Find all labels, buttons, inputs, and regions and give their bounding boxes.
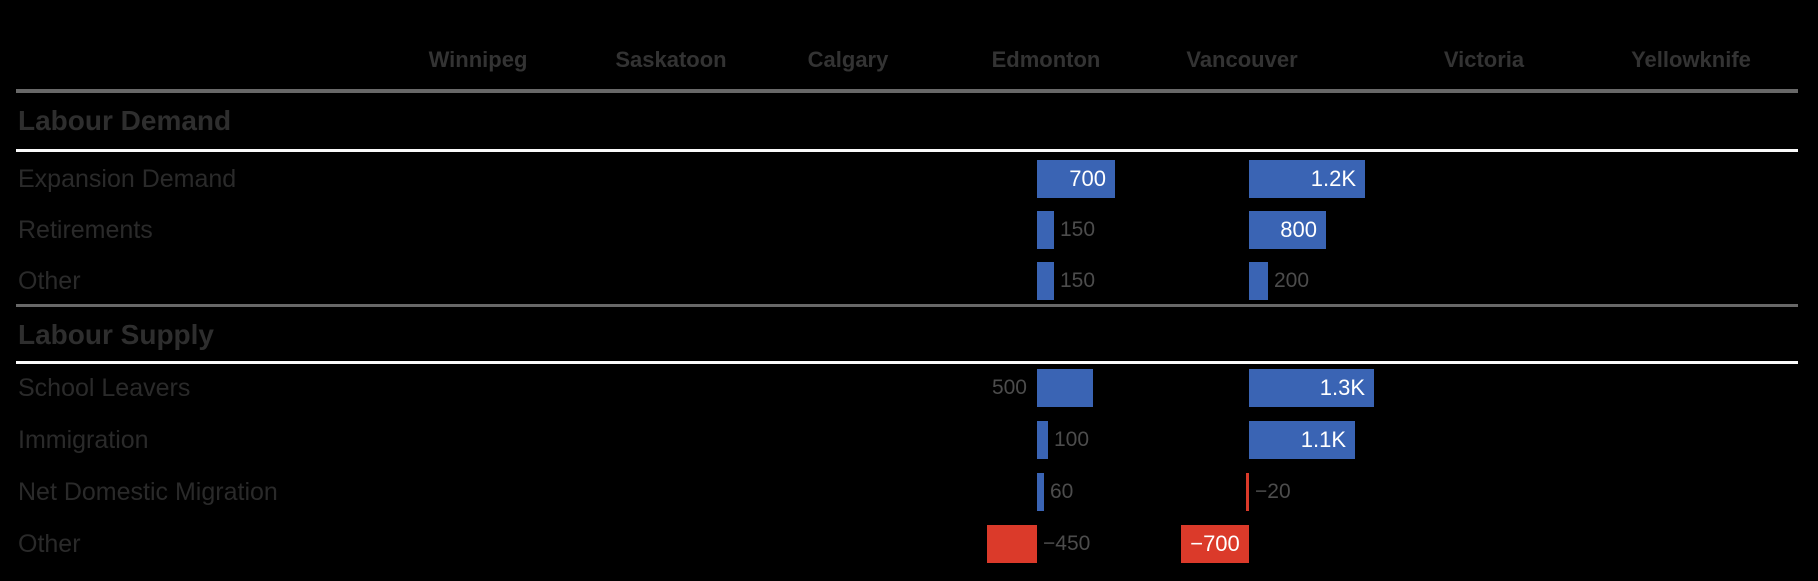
row-label-immigration: Immigration xyxy=(18,426,149,454)
bar-value-label: 1.3K xyxy=(1319,375,1365,400)
value-bar-vancouver-other[interactable] xyxy=(1249,262,1268,300)
row-label-retirements: Retirements xyxy=(18,216,153,244)
bar-value-label: −20 xyxy=(1255,480,1291,503)
bar-value-label: −450 xyxy=(1043,532,1091,555)
value-bar-edmonton-retirements[interactable] xyxy=(1037,211,1054,249)
column-header-victoria[interactable]: Victoria xyxy=(1443,47,1525,72)
labour-demand-underline xyxy=(16,149,1798,152)
row-label-other: Other xyxy=(18,530,81,558)
column-header-saskatoon[interactable]: Saskatoon xyxy=(615,47,727,72)
column-header-winnipeg[interactable]: Winnipeg xyxy=(428,47,528,72)
section-title-labour-demand: Labour Demand xyxy=(18,105,232,136)
value-bar-vancouver-school-leavers[interactable] xyxy=(1249,369,1374,407)
value-bar-vancouver-other[interactable] xyxy=(1181,525,1249,563)
column-header-vancouver[interactable]: Vancouver xyxy=(1186,47,1298,72)
section-title-labour-supply: Labour Supply xyxy=(18,319,214,350)
value-bar-vancouver-retirements[interactable] xyxy=(1249,211,1326,249)
row-label-net-domestic-migration: Net Domestic Migration xyxy=(18,478,278,506)
value-bar-edmonton-immigration[interactable] xyxy=(1037,421,1048,459)
bar-value-label: 1.2K xyxy=(1310,166,1356,191)
value-bar-edmonton-other[interactable] xyxy=(987,525,1037,563)
bar-value-label: 700 xyxy=(1069,166,1106,191)
labour-supply-underline xyxy=(16,361,1798,364)
value-bar-vancouver-immigration[interactable] xyxy=(1249,421,1355,459)
bar-value-label: 800 xyxy=(1280,217,1317,242)
labour-supply-topline xyxy=(16,304,1798,307)
column-header-edmonton[interactable]: Edmonton xyxy=(991,47,1101,72)
bar-value-label: 60 xyxy=(1050,480,1074,503)
row-label-expansion-demand: Expansion Demand xyxy=(18,165,237,193)
value-bar-edmonton-net-domestic-migration[interactable] xyxy=(1037,473,1044,511)
row-label-school-leavers: School Leavers xyxy=(18,374,191,402)
bar-value-label: 100 xyxy=(1054,428,1090,451)
value-bar-edmonton-expansion-demand[interactable] xyxy=(1037,160,1115,198)
bar-value-label: 500 xyxy=(991,376,1027,399)
bar-value-label: −700 xyxy=(1190,531,1240,556)
bar-value-label: 150 xyxy=(1060,269,1096,292)
bar-value-label: 200 xyxy=(1274,269,1310,292)
bar-value-label: 150 xyxy=(1060,218,1096,241)
value-bar-edmonton-school-leavers[interactable] xyxy=(1037,369,1093,407)
value-bar-vancouver-expansion-demand[interactable] xyxy=(1249,160,1365,198)
row-label-other: Other xyxy=(18,267,81,295)
bar-value-label: 1.1K xyxy=(1300,427,1346,452)
header-underline xyxy=(16,89,1798,93)
column-header-yellowknife[interactable]: Yellowknife xyxy=(1631,47,1751,72)
column-header-calgary[interactable]: Calgary xyxy=(807,47,889,72)
value-bar-edmonton-other[interactable] xyxy=(1037,262,1054,300)
value-bar-vancouver-net-domestic-migration[interactable] xyxy=(1246,473,1249,511)
